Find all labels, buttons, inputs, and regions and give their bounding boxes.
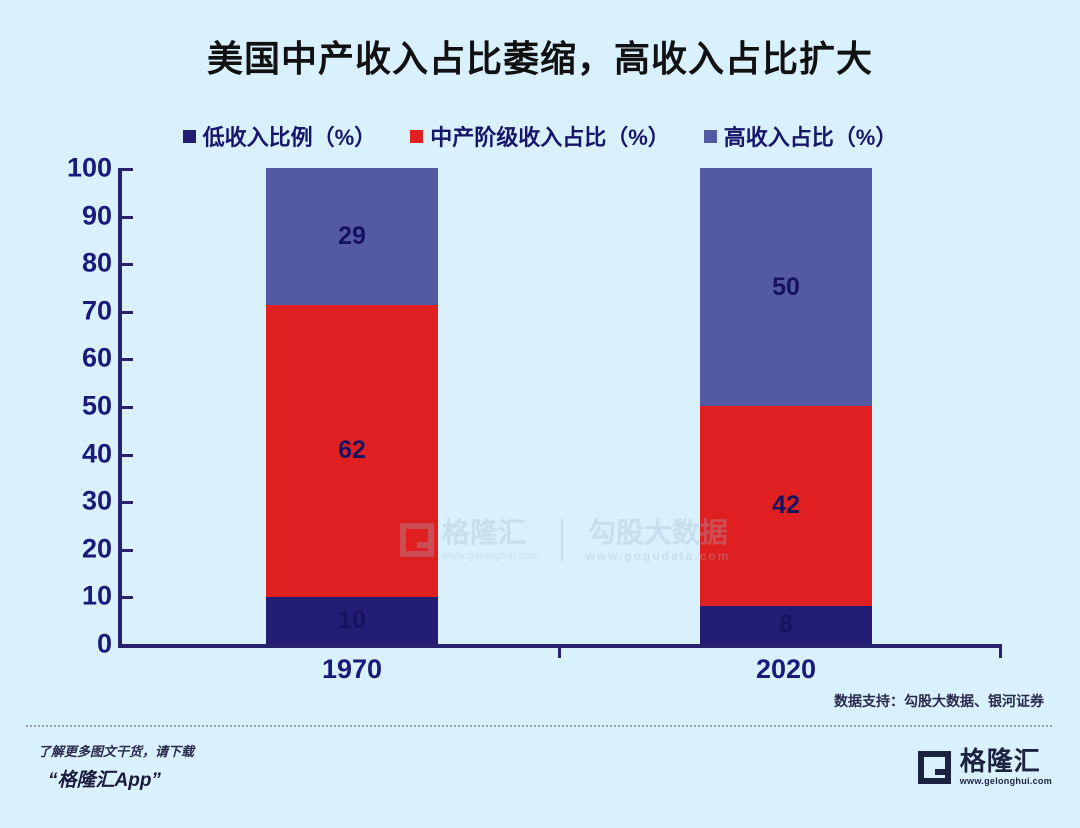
bar-value-1970-middle-income: 62 (338, 436, 366, 465)
chart-legend: 低收入比例（%） 中产阶级收入占比（%） 高收入占比（%） (0, 120, 1080, 152)
y-tick-label-40: 40 (81, 438, 112, 469)
y-axis-tick-30 (122, 501, 133, 505)
legend-label-low-income: 低收入比例（%） (202, 125, 377, 150)
bar-value-1970-high-income: 29 (338, 221, 366, 250)
y-axis-tick-40 (122, 453, 133, 457)
data-source-note: 数据支持：勾股大数据、银河证券 (834, 693, 1044, 709)
x-axis-line (118, 644, 1002, 648)
bar-segment-2020-middle-income[interactable]: 42 (700, 406, 872, 606)
legend-item-high-income[interactable]: 高收入占比（%） (703, 120, 898, 152)
legend-item-low-income[interactable]: 低收入比例（%） (182, 120, 377, 152)
footer-divider (26, 725, 1052, 727)
footer-logo[interactable]: 格隆汇 www.gelonghui.com (917, 748, 1052, 786)
legend-swatch-low-income (182, 129, 196, 143)
x-axis-tick-end (999, 647, 1002, 658)
legend-swatch-high-income (703, 129, 717, 143)
legend-label-middle-income: 中产阶级收入占比（%） (430, 125, 670, 150)
bar-1970[interactable]: 10 62 29 (266, 168, 438, 644)
gelonghui-g-logo-icon (917, 750, 951, 784)
bar-segment-2020-high-income[interactable]: 50 (700, 168, 872, 407)
y-axis-tick-60 (122, 358, 133, 362)
y-axis-line (118, 168, 122, 644)
y-tick-label-70: 70 (81, 295, 112, 326)
bar-segment-2020-low-income[interactable]: 8 (700, 605, 872, 644)
y-tick-label-80: 80 (81, 247, 112, 278)
y-tick-label-90: 90 (81, 200, 112, 231)
y-tick-label-0: 0 (96, 628, 112, 659)
bar-value-1970-low-income: 10 (338, 605, 366, 634)
x-axis-label-2020: 2020 (755, 654, 817, 684)
legend-swatch-middle-income (410, 129, 424, 143)
bar-value-2020-high-income: 50 (772, 272, 800, 301)
bar-segment-1970-low-income[interactable]: 10 (266, 596, 438, 644)
legend-label-high-income: 高收入占比（%） (723, 125, 898, 150)
bar-segment-1970-high-income[interactable]: 29 (266, 168, 438, 305)
y-tick-label-20: 20 (81, 533, 112, 564)
y-tick-label-10: 10 (81, 580, 112, 611)
bar-segment-1970-middle-income[interactable]: 62 (266, 304, 438, 597)
bar-2020[interactable]: 8 42 50 (700, 168, 872, 644)
y-axis-labels: 100 90 80 70 60 50 40 30 20 10 0 (50, 153, 112, 659)
y-tick-label-50: 50 (81, 390, 112, 421)
y-axis-tick-20 (122, 548, 133, 552)
y-tick-label-30: 30 (81, 485, 112, 516)
y-axis-tick-10 (122, 596, 133, 600)
y-axis-tick-100 (122, 168, 133, 171)
x-axis-label-1970: 1970 (321, 654, 383, 684)
footer-logo-url: www.gelonghui.com (959, 776, 1052, 786)
footer-app-name: “格隆汇App” (48, 770, 161, 791)
y-tick-label-100: 100 (66, 152, 112, 183)
bar-value-2020-low-income: 8 (779, 610, 793, 639)
chart-title: 美国中产收入占比萎缩，高收入占比扩大 (206, 38, 873, 79)
chart-plot-area: 100 90 80 70 60 50 40 30 20 10 0 10 62 2… (67, 153, 1002, 684)
x-axis-tick-center (558, 647, 561, 658)
legend-item-middle-income[interactable]: 中产阶级收入占比（%） (410, 120, 670, 152)
y-axis-tick-90 (122, 215, 133, 219)
y-axis-tick-50 (122, 406, 133, 409)
footer-prompt: 了解更多图文干货，请下载 (38, 744, 195, 759)
footer-logo-name: 格隆汇 (959, 746, 1041, 776)
footer-logo-text: 格隆汇 www.gelonghui.com (960, 748, 1052, 786)
y-axis-tick-70 (122, 310, 133, 314)
y-axis-tick-80 (122, 263, 133, 267)
y-tick-label-60: 60 (81, 342, 112, 373)
bar-value-2020-middle-income: 42 (772, 491, 800, 520)
